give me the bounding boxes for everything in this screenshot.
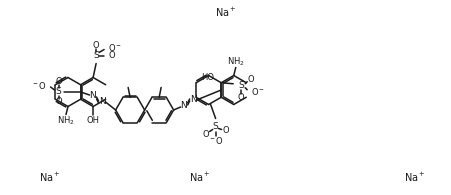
Text: N: N xyxy=(180,102,187,111)
Text: NH$_2$: NH$_2$ xyxy=(57,114,74,127)
Text: O: O xyxy=(222,126,229,135)
Text: N: N xyxy=(99,98,106,106)
Text: O: O xyxy=(55,77,62,87)
Text: $^-$O: $^-$O xyxy=(31,81,46,91)
Text: O$^-$: O$^-$ xyxy=(108,42,122,53)
Text: $^-$O: $^-$O xyxy=(207,135,223,146)
Text: O: O xyxy=(108,51,115,60)
Text: O$^-$: O$^-$ xyxy=(251,86,265,97)
Text: O: O xyxy=(237,93,244,102)
Text: Na$^+$: Na$^+$ xyxy=(39,170,60,183)
Text: S: S xyxy=(55,88,61,97)
Text: N: N xyxy=(89,91,96,100)
Text: S: S xyxy=(238,81,244,90)
Text: O: O xyxy=(202,130,208,139)
Text: S: S xyxy=(212,122,218,131)
Text: NH$_2$: NH$_2$ xyxy=(226,55,244,68)
Text: Na$^+$: Na$^+$ xyxy=(403,170,425,183)
Text: HO: HO xyxy=(201,73,214,82)
Text: Na$^+$: Na$^+$ xyxy=(189,170,210,183)
Text: S: S xyxy=(93,51,99,60)
Text: O: O xyxy=(247,75,254,84)
Text: OH: OH xyxy=(87,116,99,125)
Text: O: O xyxy=(92,41,99,50)
Text: Na$^+$: Na$^+$ xyxy=(215,5,236,19)
Text: O: O xyxy=(55,98,62,106)
Text: N: N xyxy=(190,96,197,105)
